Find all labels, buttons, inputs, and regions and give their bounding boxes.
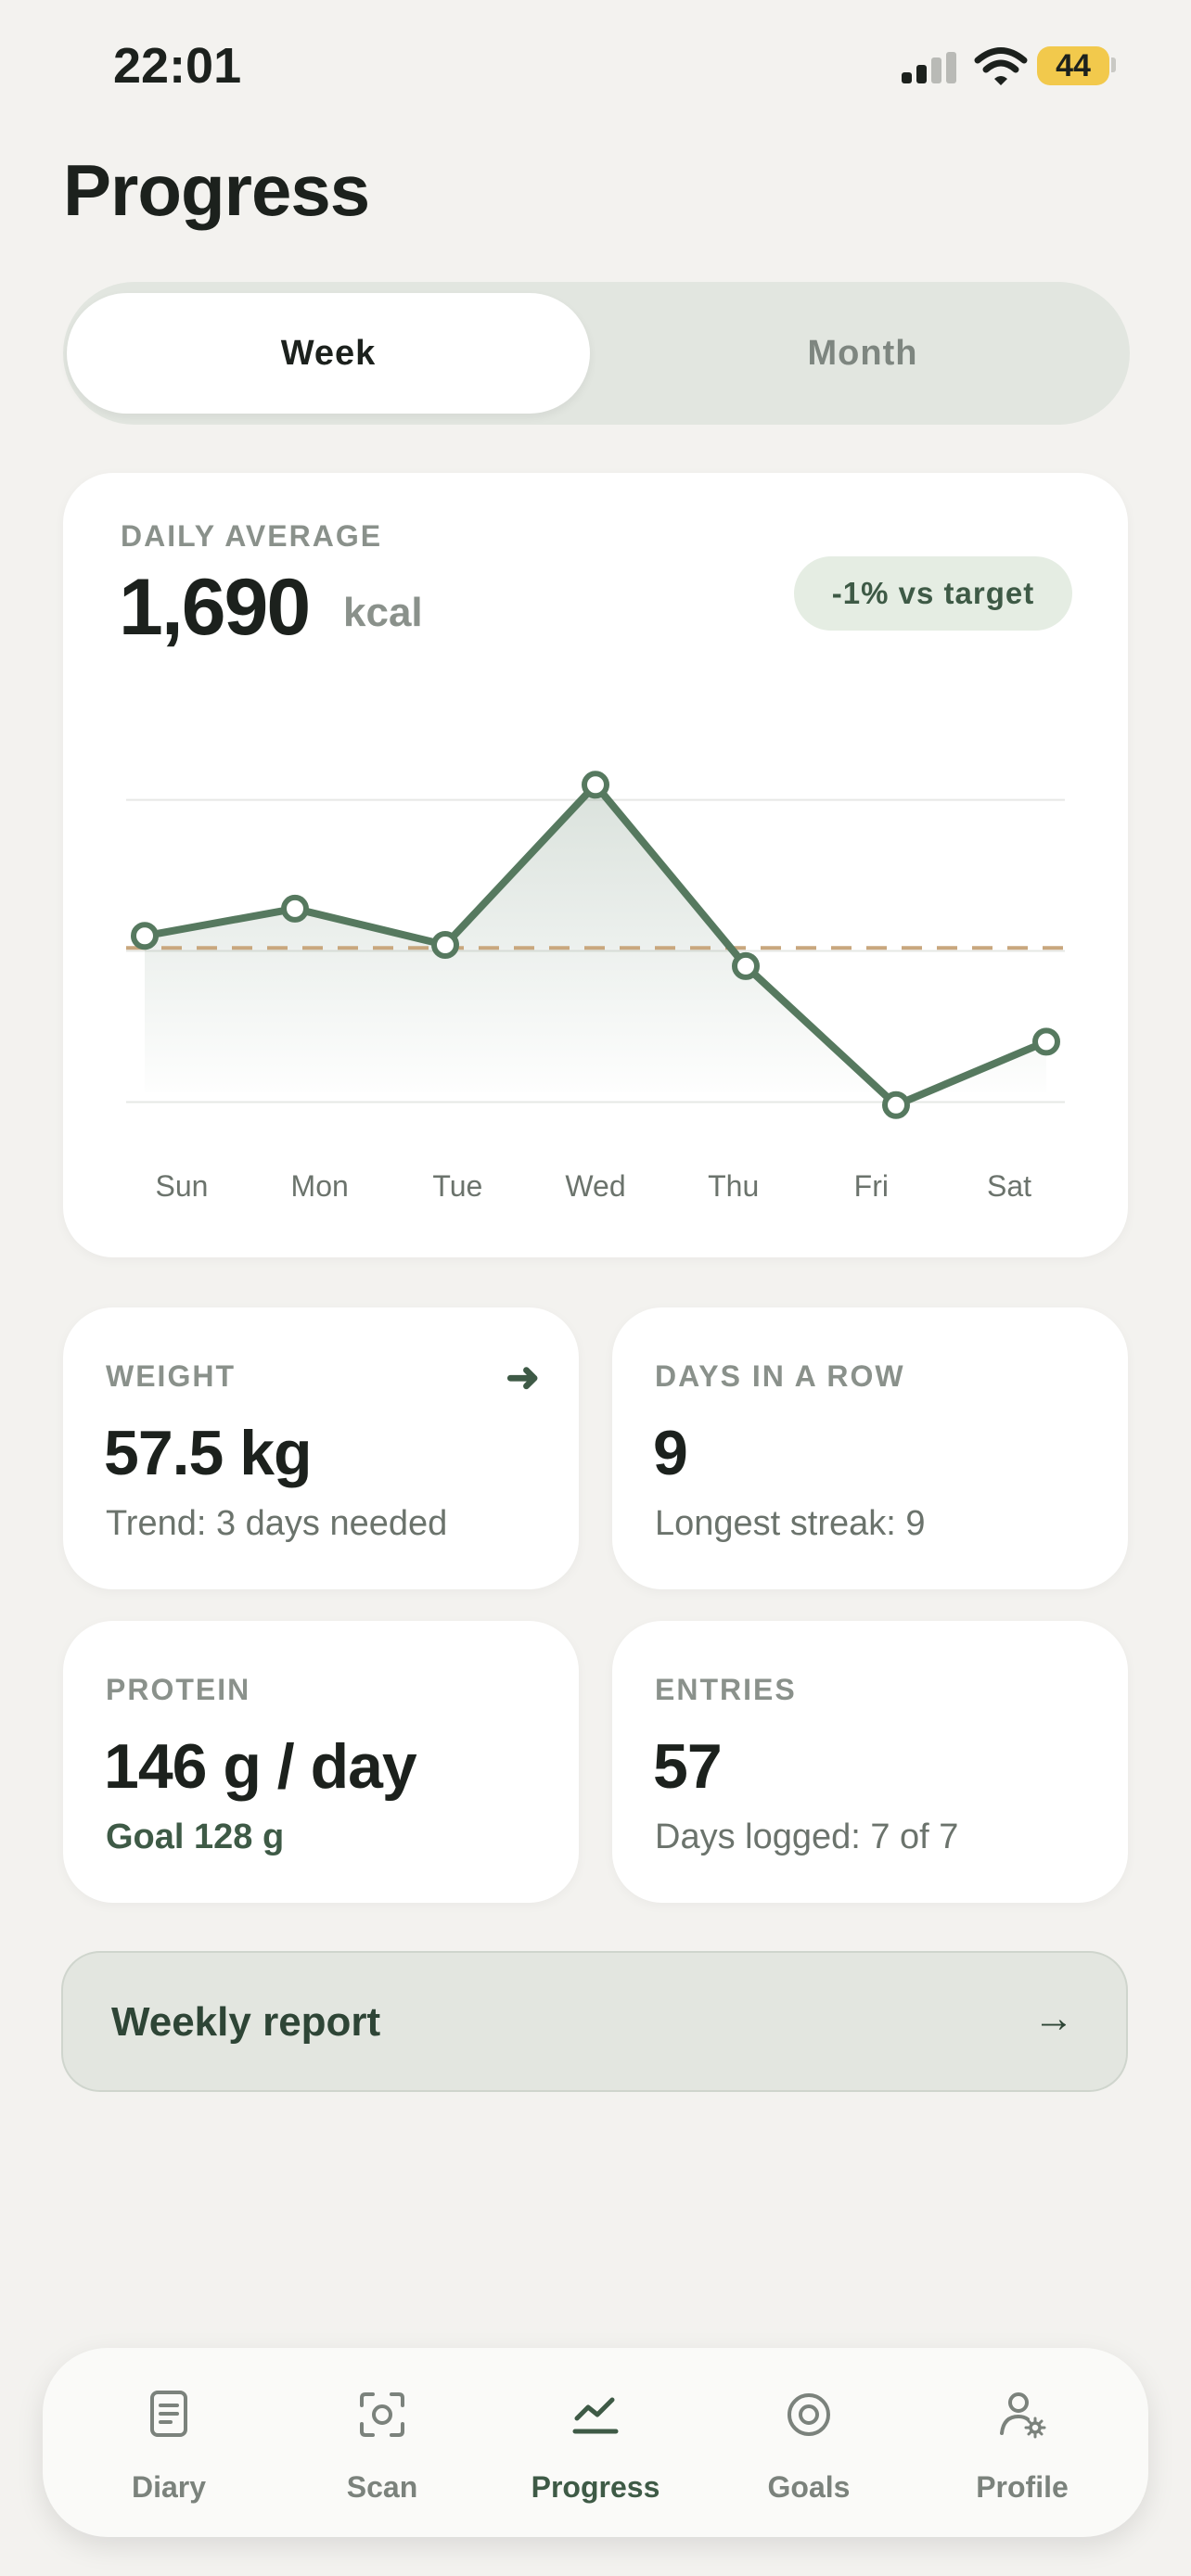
daily-average-unit: kcal (343, 590, 423, 635)
longest-streak: Longest streak: 9 (655, 1504, 926, 1543)
segment-week[interactable]: Week (67, 293, 590, 414)
x-tick-label: Sun (156, 1169, 209, 1203)
tab-profile-label: Profile (976, 2470, 1069, 2504)
x-tick-label: Tue (432, 1169, 482, 1203)
weight-card[interactable]: WEIGHT ➜ 57.5 kg Trend: 3 days needed (63, 1307, 579, 1589)
scan-icon (360, 2392, 404, 2437)
weight-arrow-icon[interactable]: ➜ (506, 1355, 540, 1400)
page-title: Progress (63, 149, 370, 231)
daily-average-card: Sun Mon Tue Wed Thu Fri Sat DAILY AVERAGE 1,69… (63, 473, 1128, 1257)
protein-goal: Goal 128 g (106, 1817, 285, 1856)
tab-profile[interactable]: Profile (929, 2348, 1115, 2537)
streak-label: DAYS IN A ROW (655, 1359, 905, 1393)
data-point-tue[interactable] (431, 931, 459, 960)
diary-icon (150, 2391, 187, 2437)
days-logged: Days logged: 7 of 7 (655, 1817, 959, 1856)
daily-average-label: DAILY AVERAGE (121, 519, 383, 553)
tab-scan[interactable]: Scan (289, 2348, 475, 2537)
weekly-report-label: Weekly report (111, 1999, 381, 2045)
vs-target-badge: -1% vs target (794, 556, 1072, 631)
period-segmented-control: Week Month (63, 282, 1130, 425)
entries-card: ENTRIES 57 Days logged: 7 of 7 (612, 1621, 1128, 1903)
weekly-report-button[interactable]: Weekly report → (61, 1951, 1128, 2092)
x-tick-label: Fri (854, 1169, 889, 1203)
data-point-wed[interactable] (582, 771, 609, 799)
x-tick-label: Sat (987, 1169, 1031, 1203)
tab-diary-label: Diary (131, 2470, 207, 2504)
streak-value: 9 (653, 1418, 688, 1488)
protein-label: PROTEIN (106, 1673, 251, 1706)
profile-icon (1000, 2392, 1046, 2439)
battery-tip (1111, 57, 1116, 72)
entries-label: ENTRIES (655, 1673, 797, 1706)
battery-indicator: 44 (1037, 46, 1109, 85)
streak-card: DAYS IN A ROW 9 Longest streak: 9 (612, 1307, 1128, 1589)
bottom-tab-bar: Diary Scan Progress Goals Profile (43, 2348, 1148, 2537)
tab-progress-label: Progress (531, 2470, 660, 2504)
data-point-fri[interactable] (882, 1090, 910, 1119)
daily-average-value: 1,690 (119, 563, 311, 652)
status-time: 22:01 (113, 38, 242, 94)
chart-area-fill (145, 784, 1046, 1105)
entries-value: 57 (653, 1731, 723, 1802)
arrow-right-icon: → (1033, 1996, 1074, 2041)
weight-trend: Trend: 3 days needed (106, 1504, 448, 1543)
wifi-icon (974, 47, 1028, 85)
tab-goals[interactable]: Goals (716, 2348, 902, 2537)
x-tick-label: Thu (708, 1169, 759, 1203)
weight-value: 57.5 kg (104, 1418, 313, 1488)
weight-label: WEIGHT (106, 1359, 236, 1393)
data-point-thu[interactable] (732, 951, 760, 980)
progress-icon (572, 2397, 619, 2434)
data-point-sat[interactable] (1032, 1027, 1060, 1056)
tab-progress[interactable]: Progress (503, 2348, 688, 2537)
x-tick-label: Mon (291, 1169, 349, 1203)
x-tick-label: Wed (565, 1169, 625, 1203)
calorie-line-chart: Sun Mon Tue Wed Thu Fri Sat (126, 771, 1065, 1203)
cellular-signal-icon (902, 52, 957, 83)
segment-month[interactable]: Month (807, 333, 918, 373)
protein-card: PROTEIN 146 g / day Goal 128 g (63, 1621, 579, 1903)
tab-scan-label: Scan (346, 2470, 418, 2504)
tab-goals-label: Goals (767, 2470, 851, 2504)
goals-icon (788, 2393, 830, 2436)
protein-value: 146 g / day (104, 1731, 417, 1802)
data-point-sun[interactable] (131, 922, 159, 950)
tab-diary[interactable]: Diary (76, 2348, 262, 2537)
data-point-mon[interactable] (281, 894, 309, 923)
